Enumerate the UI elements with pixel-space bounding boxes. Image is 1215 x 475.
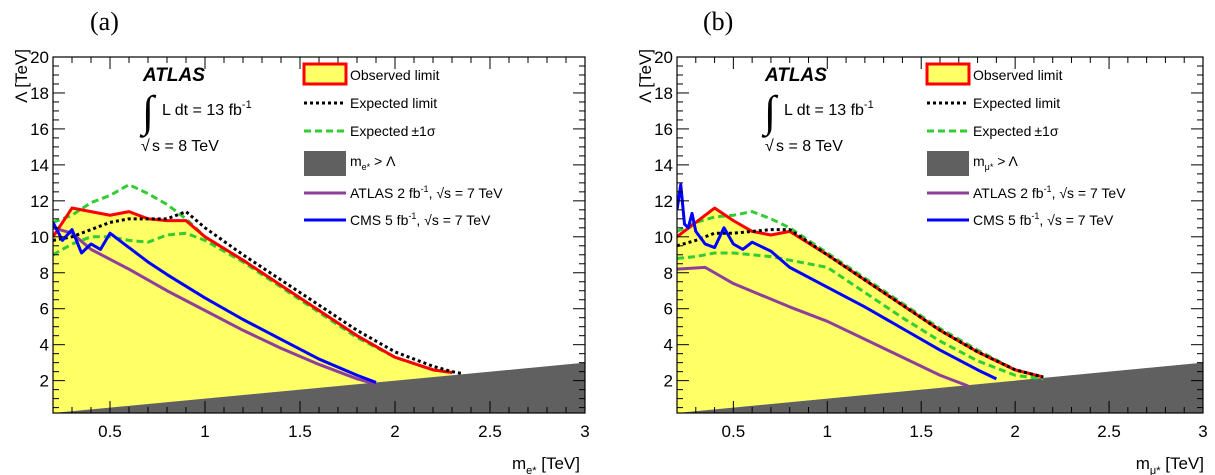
expected-minus-1sigma-line bbox=[677, 251, 1044, 381]
x-tick-label: 0.5 bbox=[98, 422, 122, 441]
legend-observed-label: Observed limit bbox=[973, 67, 1063, 83]
expected-plus-1sigma-line bbox=[677, 210, 1044, 379]
cms-limit-line bbox=[53, 221, 377, 384]
legend-cms-label: CMS 5 fb-1, √s = 7 TeV bbox=[350, 211, 491, 228]
excluded-region bbox=[53, 208, 452, 413]
x-tick-label: 1 bbox=[200, 422, 209, 441]
legend-observed-swatch bbox=[302, 62, 348, 86]
y-tick-label: 2 bbox=[664, 372, 673, 391]
x-tick-label: 1 bbox=[823, 422, 832, 441]
legend-atlas-prev-label: ATLAS 2 fb-1, √s = 7 TeV bbox=[973, 184, 1126, 201]
sqrt-s-label: s = 8 TeV bbox=[776, 138, 843, 155]
y-tick-label: 12 bbox=[654, 192, 673, 211]
y-tick-label: 6 bbox=[664, 300, 673, 319]
legend-cms-label: CMS 5 fb-1, √s = 7 TeV bbox=[973, 211, 1114, 228]
y-tick-label: 18 bbox=[30, 84, 49, 103]
y-tick-label: 16 bbox=[654, 120, 673, 139]
x-tick-label: 2.5 bbox=[478, 422, 502, 441]
y-tick-label: 6 bbox=[40, 300, 49, 319]
annotations: ATLAS ∫ L dt = 13 fb-1 √ s = 8 TeV bbox=[761, 65, 874, 155]
y-tick-label: 18 bbox=[654, 84, 673, 103]
y-tick-label: 10 bbox=[654, 228, 673, 247]
y-tick-label: 14 bbox=[30, 156, 49, 175]
x-tick-label: 3 bbox=[580, 422, 589, 441]
legend-atlas-prev-label: ATLAS 2 fb-1, √s = 7 TeV bbox=[350, 184, 503, 201]
legend-expected-label: Expected limit bbox=[350, 95, 437, 111]
y-tick-label: 10 bbox=[30, 228, 49, 247]
legend-band-label: Expected ±1σ bbox=[973, 123, 1059, 139]
kinematic-region bbox=[53, 362, 585, 413]
x-tick-label: 2.5 bbox=[1097, 422, 1121, 441]
atlas-2011-limit-line bbox=[53, 226, 377, 386]
plot-area bbox=[677, 183, 1203, 413]
y-tick-label: 4 bbox=[40, 336, 49, 355]
annotations: ATLAS ∫ L dt = 13 fb-1 √ s = 8 TeV bbox=[139, 65, 252, 155]
y-tick-label: 4 bbox=[664, 336, 673, 355]
y-tick-label: 8 bbox=[664, 264, 673, 283]
panel-label: (a) bbox=[90, 7, 119, 36]
atlas-label: ATLAS bbox=[764, 65, 827, 86]
legend-kinematic-swatch bbox=[927, 151, 969, 176]
lumi-label: L dt = 13 fb-1 bbox=[784, 99, 874, 119]
expected-minus-1sigma-line bbox=[53, 231, 453, 375]
expected-limit-line bbox=[53, 210, 462, 375]
legend-observed-swatch bbox=[925, 62, 971, 86]
x-tick-label: 0.5 bbox=[722, 422, 746, 441]
panel-a: (a) 0.5 1 1.5 2 2.5 3 2 4 6 8 10 12 14 16 18 20 ATLAS ∫… bbox=[12, 7, 590, 475]
legend: Observed limit Expected limit Expected ±1… bbox=[925, 62, 1126, 228]
y-tick-label: 8 bbox=[40, 264, 49, 283]
legend-observed-label: Observed limit bbox=[350, 67, 440, 83]
x-axis-label: mμ* [TeV] bbox=[1136, 454, 1204, 475]
y-tick-label: 12 bbox=[30, 192, 49, 211]
y-tick-label: 14 bbox=[654, 156, 673, 175]
panel-b: (b) 0.5 1 1.5 2 2.5 3 2 4 6 8 10 12 14 16 18 20 ATLAS ∫… bbox=[636, 7, 1208, 475]
integral-sign: ∫ bbox=[139, 87, 157, 138]
cms-limit-line bbox=[677, 183, 998, 381]
axes: 0.5 1 1.5 2 2.5 3 2 4 6 8 10 12 14 16 18 20 bbox=[654, 48, 1208, 441]
axes: 0.5 1 1.5 2 2.5 3 2 4 6 8 10 12 14 16 18 20 bbox=[30, 48, 590, 441]
legend-band-label: Expected ±1σ bbox=[350, 123, 436, 139]
atlas-label: ATLAS bbox=[142, 65, 205, 86]
y-tick-label: 16 bbox=[30, 120, 49, 139]
x-tick-label: 1.5 bbox=[288, 422, 312, 441]
lumi-label: L dt = 13 fb-1 bbox=[162, 99, 252, 119]
x-tick-label: 3 bbox=[1198, 422, 1207, 441]
y-axis-label: Λ [TeV] bbox=[636, 49, 655, 103]
plot-area bbox=[53, 183, 585, 413]
legend: Observed limit Expected limit Expected ±1… bbox=[302, 62, 503, 228]
sqrt-s-label: s = 8 TeV bbox=[152, 138, 219, 155]
x-axis-label: me* [TeV] bbox=[512, 454, 580, 475]
y-tick-label: 20 bbox=[30, 48, 49, 67]
expected-limit-line bbox=[677, 228, 1044, 379]
x-tick-label: 2 bbox=[1010, 422, 1019, 441]
x-tick-label: 1.5 bbox=[909, 422, 933, 441]
integral-sign: ∫ bbox=[761, 87, 779, 138]
atlas-2011-limit-line bbox=[677, 265, 969, 388]
sqrt-symbol: √ bbox=[141, 138, 150, 155]
y-tick-label: 2 bbox=[40, 372, 49, 391]
y-axis-label: Λ [TeV] bbox=[12, 49, 31, 103]
y-tick-label: 20 bbox=[654, 48, 673, 67]
x-tick-label: 2 bbox=[390, 422, 399, 441]
legend-kinematic-swatch bbox=[304, 151, 346, 176]
legend-kinematic-label: me* > Λ bbox=[350, 153, 396, 172]
observed-limit-line bbox=[53, 206, 453, 375]
legend-expected-label: Expected limit bbox=[973, 95, 1060, 111]
legend-kinematic-label: mμ* > Λ bbox=[973, 153, 1019, 172]
panel-label: (b) bbox=[703, 7, 733, 36]
sqrt-symbol: √ bbox=[765, 138, 774, 155]
kinematic-region bbox=[677, 362, 1203, 413]
excluded-region bbox=[677, 208, 1044, 413]
